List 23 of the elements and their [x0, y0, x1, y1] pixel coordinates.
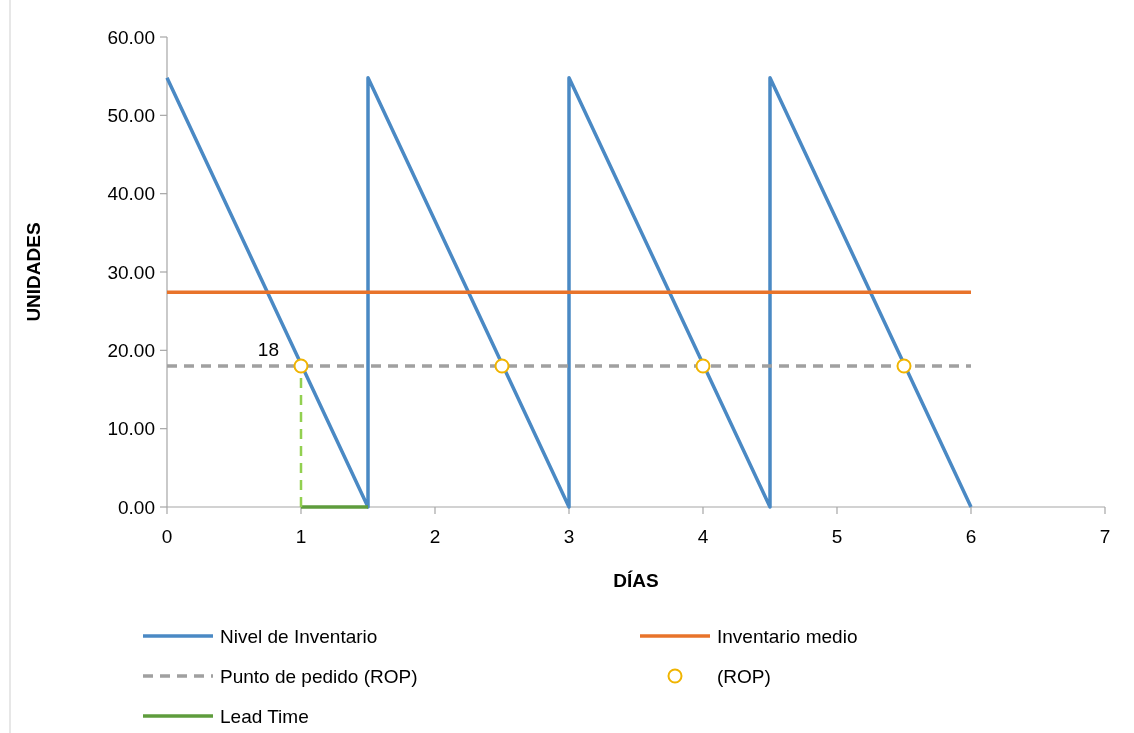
y-tick-label: 50.00 [107, 104, 155, 126]
x-tick-label: 4 [697, 526, 709, 547]
legend-label: Lead Time [220, 705, 309, 727]
y-axis-title: UNIDADES [23, 222, 44, 322]
y-tick-label: 0.00 [118, 496, 155, 518]
x-tick-label: 6 [965, 526, 977, 547]
legend-label: Nivel de Inventario [220, 625, 378, 647]
x-tick-label: 7 [1099, 526, 1111, 547]
x-tick-label: 0 [161, 526, 173, 547]
x-tick-label: 2 [429, 526, 441, 547]
annotation: 18 [257, 339, 279, 360]
y-tick-label: 20.00 [107, 339, 155, 361]
legend-label: Inventario medio [717, 625, 858, 647]
x-tick-label: 5 [831, 526, 843, 547]
legend-label: (ROP) [717, 665, 771, 687]
x-tick-label: 1 [295, 526, 307, 547]
x-axis-title: DÍAS [613, 570, 659, 591]
y-tick-label: 10.00 [107, 418, 155, 440]
y-tick-label: 40.00 [107, 183, 155, 205]
x-tick-label: 3 [563, 526, 575, 547]
legend-label: Punto de pedido (ROP) [220, 665, 418, 687]
y-tick-label: 60.00 [107, 26, 155, 48]
y-tick-label: 30.00 [107, 261, 155, 283]
